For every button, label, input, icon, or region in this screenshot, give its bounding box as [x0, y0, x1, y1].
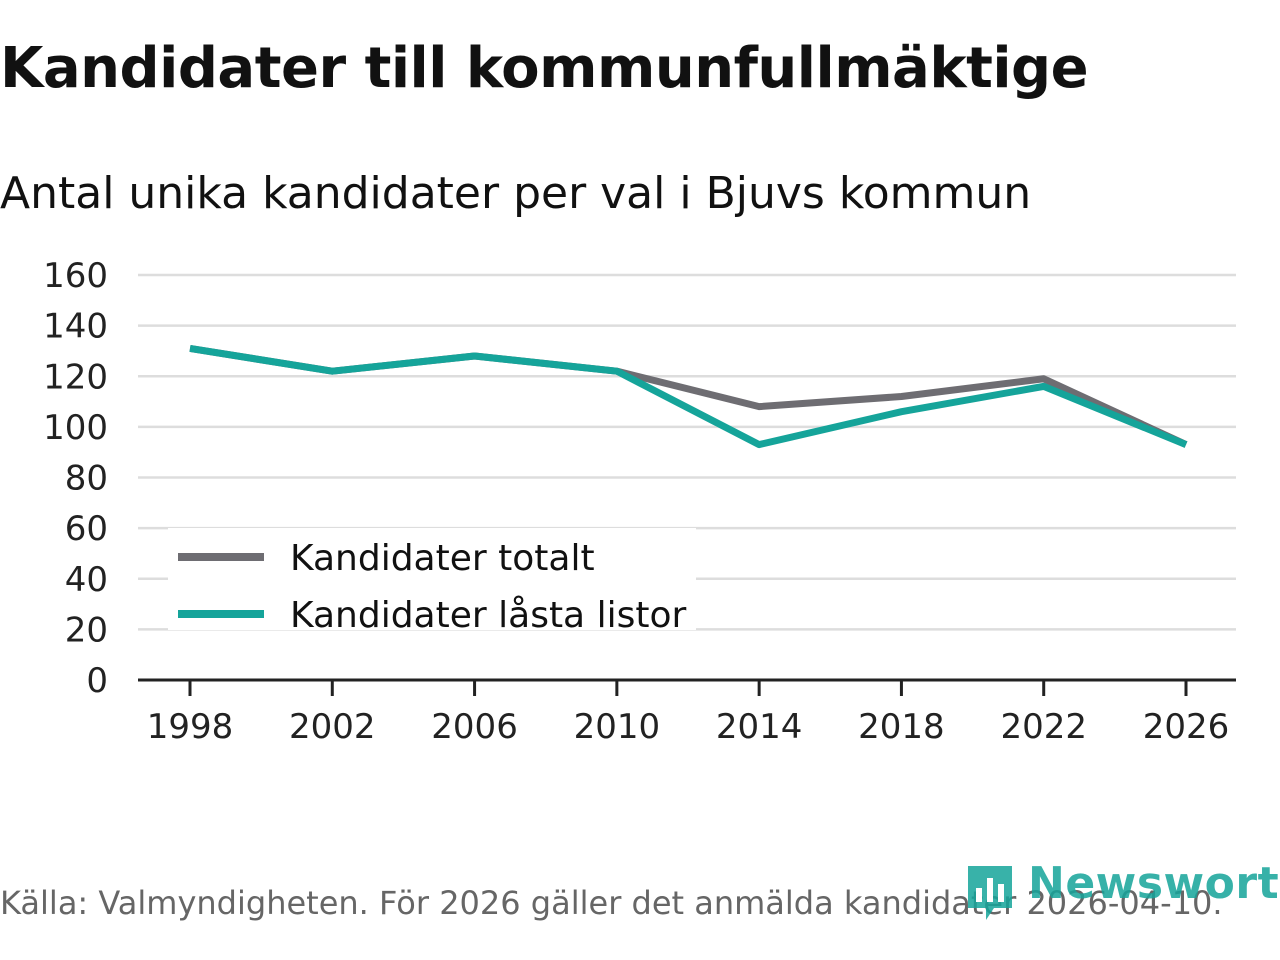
- legend-label-lasta: Kandidater låsta listor: [290, 595, 686, 636]
- x-tick-label: 2002: [289, 707, 376, 747]
- series-line-lasta: [189, 344, 1188, 449]
- source-note: Källa: Valmyndigheten. För 2026 gäller d…: [0, 884, 1223, 922]
- y-tick-label: 80: [65, 459, 108, 499]
- x-tick-label: 1998: [147, 707, 234, 747]
- y-tick-label: 40: [65, 560, 108, 600]
- bar-chart-icon: [968, 866, 1012, 920]
- y-tick-label: 140: [43, 307, 108, 347]
- series: [189, 344, 1188, 449]
- y-tick-label: 0: [86, 661, 108, 701]
- x-tick-label: 2006: [431, 707, 518, 747]
- x-tick-label: 2010: [574, 707, 661, 747]
- chart-title: Kandidater till kommunfullmäktige: [0, 36, 1089, 101]
- y-tick-label: 160: [43, 256, 108, 296]
- y-tick-label: 120: [43, 357, 108, 397]
- x-tick-label: 2014: [716, 707, 803, 747]
- y-tick-label: 100: [43, 408, 108, 448]
- x-tick-label: 2026: [1143, 707, 1230, 747]
- axes: 0 20 40 60 80 100 120 140 160 1998 2002 2006 2010 201…: [43, 256, 1236, 747]
- legend: Kandidater totalt Kandidater låsta listo…: [168, 528, 696, 636]
- chart-subtitle: Antal unika kandidater per val i Bjuvs k…: [0, 168, 1032, 219]
- series-line-totalt: [189, 344, 1188, 448]
- x-tick-label: 2022: [1000, 707, 1087, 747]
- y-tick-label: 20: [65, 610, 108, 650]
- legend-label-totalt: Kandidater totalt: [290, 538, 595, 579]
- newsworthy-logo: Newsworthy: [964, 862, 1280, 926]
- x-tick-label: 2018: [858, 707, 945, 747]
- y-tick-label: 60: [65, 509, 108, 549]
- logo-text: Newsworthy: [1028, 858, 1280, 909]
